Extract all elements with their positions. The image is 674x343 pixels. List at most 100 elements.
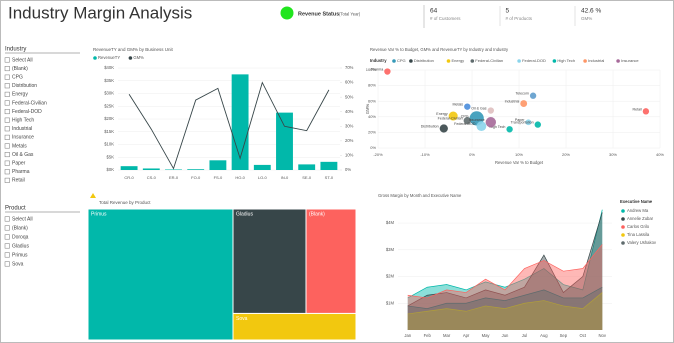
checkbox[interactable]	[4, 261, 10, 267]
legend-marker	[470, 59, 475, 63]
checkbox[interactable]	[4, 117, 10, 123]
y-tick-label: $30K	[104, 91, 114, 96]
checkbox[interactable]	[4, 134, 10, 140]
legend-label: CPG	[397, 58, 406, 63]
slicer-item[interactable]: Pharma	[12, 169, 30, 175]
legend-label: GM%	[133, 55, 144, 60]
slicer-item[interactable]: Energy	[12, 92, 28, 98]
checkbox[interactable]	[4, 91, 10, 97]
slicer-item[interactable]: Doroqa	[12, 234, 29, 240]
y-tick-label: 40%	[368, 114, 376, 119]
x-tick-label: Mar	[443, 333, 451, 338]
checkbox[interactable]	[4, 143, 10, 149]
y-tick-label: $10K	[104, 142, 114, 147]
legend-label: Distribution	[414, 58, 434, 63]
checkbox[interactable]	[4, 243, 10, 249]
point-label: Retail	[633, 107, 642, 111]
y2-tick-label: 30%	[345, 123, 354, 128]
bubble	[463, 117, 471, 125]
legend-marker	[621, 233, 625, 237]
slicer-item[interactable]: Federal-Civilian	[12, 100, 47, 106]
kpi-value: 5	[506, 8, 510, 15]
checkbox[interactable]	[4, 225, 10, 231]
slicer-item[interactable]: Sova	[12, 261, 24, 267]
checkbox[interactable]	[4, 216, 10, 222]
y2-tick-label: 10%	[345, 153, 354, 158]
tile-label: Primus	[91, 211, 107, 217]
slicer-item[interactable]: Select All	[12, 57, 33, 63]
slicer-item[interactable]: Metals	[12, 143, 27, 149]
kpi-label: GM%	[581, 16, 592, 21]
y-tick-label: 0%	[370, 145, 376, 150]
x-tick-label: Nov	[599, 333, 607, 338]
slicer-item[interactable]: Retail	[12, 178, 25, 184]
y-tick-label: $25K	[104, 103, 114, 108]
legend-label: Carlos Grilo	[627, 224, 650, 229]
slicer-item[interactable]: Primus	[12, 252, 28, 258]
checkbox[interactable]	[4, 160, 10, 166]
legend-label: Industrial	[588, 58, 604, 63]
slicer-item[interactable]: Oil & Gas	[12, 152, 34, 158]
slicer-item[interactable]: Industrial	[12, 126, 32, 132]
checkbox[interactable]	[4, 109, 10, 115]
legend-marker	[446, 59, 451, 63]
x-tick-label: LO-0	[258, 175, 268, 180]
bar	[276, 112, 293, 170]
slicer-title: Industry	[5, 47, 26, 53]
slicer-item[interactable]: Paper	[12, 161, 26, 167]
bubble	[529, 92, 537, 99]
tile-label: (Blank)	[309, 211, 325, 217]
bar	[298, 164, 316, 170]
x-tick-label: Jul	[522, 333, 527, 338]
checkbox[interactable]	[4, 83, 10, 89]
x-tick-label: FS-0	[214, 175, 223, 180]
y-tick-label: 100%	[366, 67, 377, 72]
area	[407, 212, 603, 330]
legend-marker	[583, 59, 587, 63]
y-tick-label: $2M	[386, 274, 395, 279]
legend-label: High Tech	[557, 58, 575, 63]
tile-label: Sova	[236, 316, 248, 322]
slicer-item[interactable]: Gladius	[12, 243, 29, 249]
status-note: (Total Year)	[339, 11, 361, 16]
checkbox[interactable]	[4, 74, 10, 80]
y-tick-label: $15K	[104, 129, 114, 134]
legend-title: Executive Name	[620, 199, 653, 204]
slicer-item[interactable]: (Blank)	[12, 66, 28, 72]
slicer-item[interactable]: Federal-DOD	[12, 109, 42, 115]
point-label: Energy	[436, 112, 448, 116]
line	[128, 81, 330, 170]
bubble	[439, 124, 448, 133]
checkbox[interactable]	[4, 152, 10, 158]
checkbox[interactable]	[4, 57, 10, 63]
legend-marker	[392, 59, 396, 63]
slicer-item[interactable]: Distribution	[12, 83, 37, 89]
x-tick-label: Aug	[540, 333, 548, 338]
y-tick-label: 20%	[368, 129, 376, 134]
checkbox[interactable]	[4, 169, 10, 175]
slicer-item[interactable]: High Tech	[12, 118, 34, 124]
y-tick-label: $40K	[104, 65, 114, 70]
checkbox[interactable]	[4, 177, 10, 183]
slicer-item[interactable]: (Blank)	[12, 225, 28, 231]
x-tick-label: Jan	[404, 333, 411, 338]
x-tick-label: 20%	[562, 152, 570, 157]
x-tick-label: -10%	[420, 152, 430, 157]
checkbox[interactable]	[4, 252, 10, 258]
treemap-tile	[305, 208, 357, 314]
chart-title: Revenue Var % to Budget, GM% and Revenue…	[370, 47, 509, 52]
y2-tick-label: 0%	[345, 167, 351, 172]
bubble	[534, 121, 541, 128]
point-label: Federal-Civilian	[438, 117, 463, 121]
slicer-item[interactable]: CPG	[12, 75, 23, 81]
y-tick-label: $0K	[107, 167, 115, 172]
slicer-item[interactable]: Insurance	[12, 135, 34, 141]
point-label: High Tech	[489, 125, 505, 129]
slicer-item[interactable]: Select All	[12, 216, 33, 222]
bar	[253, 164, 271, 170]
checkbox[interactable]	[4, 66, 10, 72]
area	[407, 287, 603, 330]
checkbox[interactable]	[4, 126, 10, 132]
checkbox[interactable]	[4, 100, 10, 106]
checkbox[interactable]	[4, 234, 10, 240]
